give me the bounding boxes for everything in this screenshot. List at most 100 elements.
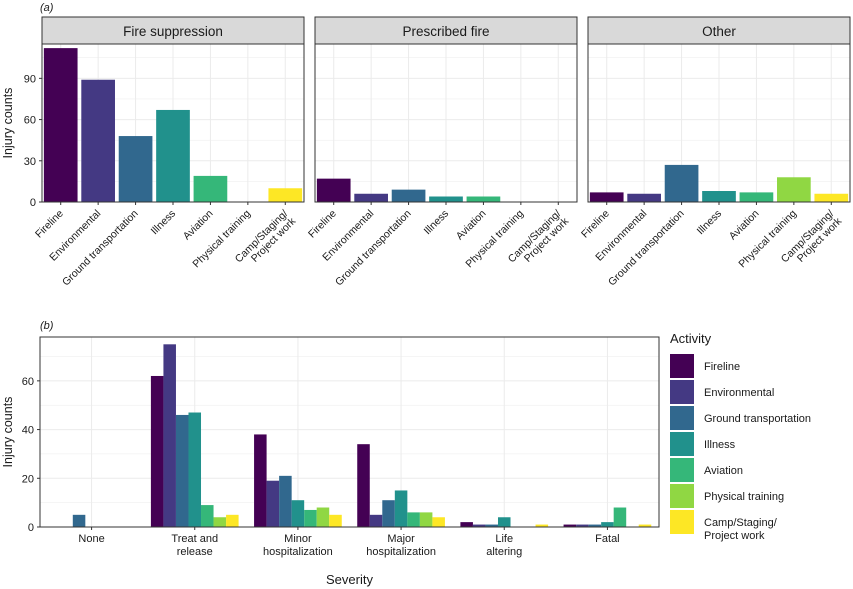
bar-fatal-illness [601,522,614,527]
x-tick-label-minor-hospitalization: Minor hospitalization [263,533,333,558]
chart-layer: Fire suppression Fireline Environmental Gro… [1,16,851,587]
x-tick-label-fatal: Fatal [595,533,619,545]
bar-minor-hospitalization-fireline [254,434,267,527]
bar-prescribed-fire-aviation [466,196,501,202]
bar-major-hospitalization-ground-transportation [382,500,395,527]
y-tick-label: 30 [24,156,36,168]
bar-none-ground-transportation [72,514,86,527]
bar-major-hospitalization-fireline [357,444,370,527]
y-tick-label: 90 [24,73,36,85]
legend-label-environmental: Environmental [704,387,774,399]
bar-fatal-aviation [613,507,627,527]
x-tick-label-illness: Illness [149,208,179,238]
bar-other-illness [702,191,736,202]
y-tick-label: 0 [28,522,34,534]
bar-minor-hospitalization-camp-staging-project-work [329,514,342,527]
bar-fire-suppression-illness [156,109,190,202]
legend-key-camp-staging-project-work [670,510,694,534]
bar-other-aviation [739,192,774,202]
legend-label-ground-transportation: Ground transportation [704,413,811,425]
bar-major-hospitalization-aviation [407,512,420,527]
y-tick-label: 40 [22,425,34,437]
legend-key-environmental [670,380,694,404]
x-tick-label-aviation: Aviation [727,208,762,243]
legend-title: Activity [670,331,712,346]
facet-title-other: Other [702,24,736,39]
legend-key-aviation [670,458,694,482]
bar-other-camp-staging-project-work [814,193,849,202]
bar-life-altering-environmental [472,524,486,527]
bar-major-hospitalization-physical-training [419,512,433,527]
y-axis-title-a: Injury counts [1,88,15,159]
facet-title-fire-suppression: Fire suppression [123,24,223,39]
legend-label-physical-training: Physical training [704,491,784,503]
bar-fire-suppression-fireline [43,48,78,203]
panel-a-label: (a) [40,2,54,14]
x-tick-label-fireline: Fireline [33,208,66,241]
legend-key-fireline [670,354,694,378]
bar-minor-hospitalization-environmental [266,480,280,527]
bar-minor-hospitalization-ground-transportation [279,475,292,527]
facet-title-prescribed-fire: Prescribed fire [402,24,489,39]
legend-label-fireline: Fireline [704,361,740,373]
bar-fatal-fireline [563,524,577,527]
legend-label-aviation: Aviation [704,465,743,477]
panel-b-border [39,336,660,528]
bar-treat-and-release-ground-transportation [175,414,189,527]
bar-fire-suppression-ground-transportation [118,136,153,202]
y-axis-title-b: Injury counts [1,397,15,468]
bar-major-hospitalization-illness [394,490,408,527]
bar-life-altering-camp-staging-project-work [535,524,549,527]
y-tick-label: 0 [30,197,36,209]
x-tick-label-aviation: Aviation [454,208,489,243]
legend-label-illness: Illness [704,439,736,451]
bar-major-hospitalization-environmental [369,514,383,527]
bar-prescribed-fire-fireline [316,178,351,202]
bar-major-hospitalization-camp-staging-project-work [432,517,445,527]
bar-treat-and-release-camp-staging-project-work [226,514,239,527]
bar-other-fireline [589,192,624,202]
bar-treat-and-release-illness [188,412,202,527]
bar-prescribed-fire-ground-transportation [391,189,426,202]
bar-treat-and-release-physical-training [213,517,227,527]
facet-strip-fire-suppression [41,16,305,45]
bar-fire-suppression-camp-staging-project-work [268,188,303,202]
x-tick-label-ground-transportation: Ground transportation [606,208,687,289]
bar-minor-hospitalization-physical-training [316,507,330,527]
y-tick-label: 60 [24,115,36,127]
x-tick-label-major-hospitalization: Major hospitalization [366,533,436,558]
x-tick-label-ground-transportation: Ground transportation [333,208,414,289]
x-tick-label-none: None [78,533,104,545]
x-tick-label-ground-transportation: Ground transportation [60,208,141,289]
x-tick-label-aviation: Aviation [181,208,216,243]
bar-treat-and-release-environmental [163,344,176,527]
x-axis-title-b: Severity [326,572,373,587]
bar-other-ground-transportation [664,164,699,202]
bar-other-environmental [627,193,661,202]
bar-life-altering-fireline [460,522,473,527]
bar-other-physical-training [777,177,811,202]
bar-minor-hospitalization-illness [291,500,305,527]
bar-fatal-camp-staging-project-work [638,524,652,527]
bar-fatal-environmental [576,524,589,527]
legend-key-physical-training [670,484,694,508]
panel-b-label: (b) [40,320,54,332]
bar-prescribed-fire-illness [429,196,463,202]
legend-key-ground-transportation [670,406,694,430]
panel-b-bg [40,337,659,527]
bar-fire-suppression-environmental [81,79,115,202]
legend-key-illness [670,432,694,456]
bar-fatal-ground-transportation [588,524,602,527]
bar-life-altering-ground-transportation [485,524,498,527]
bar-treat-and-release-fireline [150,375,164,527]
y-tick-label: 60 [22,376,34,388]
bar-minor-hospitalization-aviation [304,509,317,527]
y-tick-label: 20 [22,473,34,485]
x-tick-label-fireline: Fireline [579,208,612,241]
x-tick-label-illness: Illness [422,208,452,238]
bar-fire-suppression-aviation [193,175,228,202]
bar-prescribed-fire-environmental [354,193,388,202]
bar-life-altering-illness [497,517,511,527]
x-tick-label-life-altering: Life altering [486,533,522,558]
